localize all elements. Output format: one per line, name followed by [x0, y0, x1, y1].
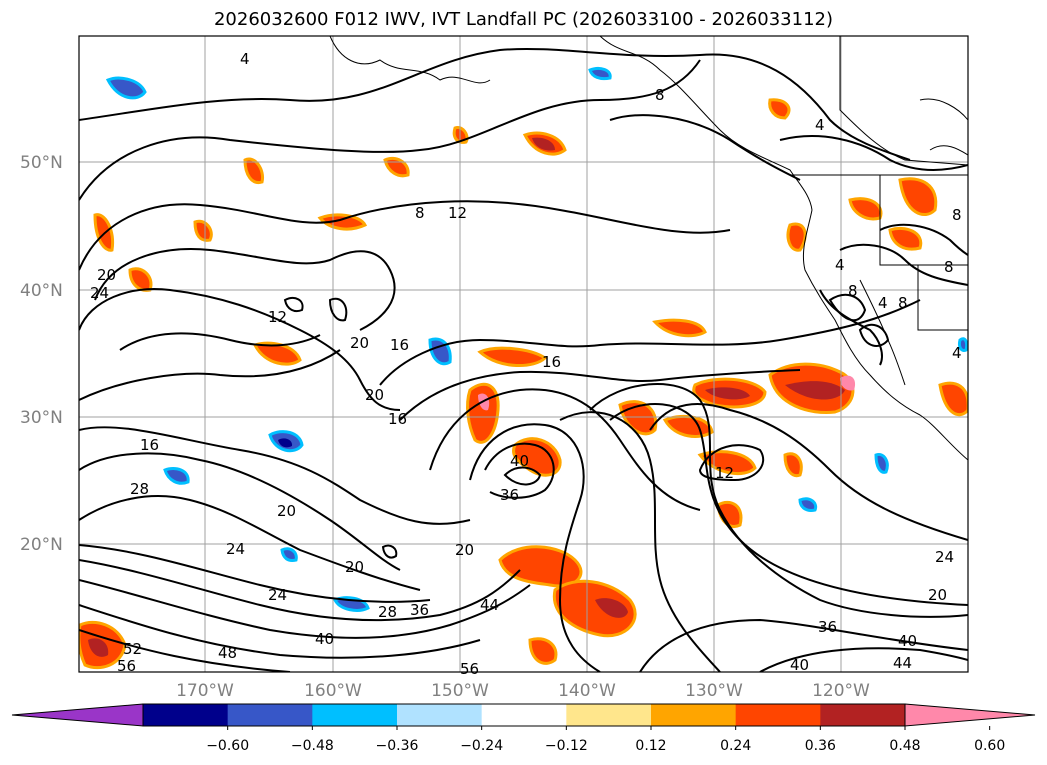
- colorbar-cell: [566, 704, 652, 726]
- lon-label-150w: 150°W: [431, 681, 489, 701]
- contour-label-4: 4: [240, 50, 250, 68]
- contour-label-16: 16: [542, 353, 561, 371]
- colorbar-tick-label: −0.48: [291, 738, 334, 754]
- contour-labels: 8 12 4 4 8 20 24 12 20 16 20 16 16 16 28…: [90, 50, 962, 678]
- contour-label-24: 24: [268, 586, 287, 604]
- contour-label-44: 44: [480, 596, 499, 614]
- contour-label-28: 28: [378, 603, 397, 621]
- contour-label-8: 8: [898, 294, 908, 312]
- contour-label-40: 40: [790, 656, 809, 674]
- contour-label-40: 40: [315, 630, 334, 648]
- contour-label-8: 8: [655, 86, 665, 104]
- graticule: [79, 36, 968, 672]
- colorbar-cell: [735, 704, 821, 726]
- colorbar-cell: [397, 704, 483, 726]
- contour-label-16: 16: [140, 436, 159, 454]
- contour-label-4: 4: [878, 294, 888, 312]
- contour-label-12: 12: [448, 204, 467, 222]
- colorbar-tick-label: −0.12: [545, 738, 588, 754]
- longitude-labels: 170°W 160°W 150°W 140°W 130°W 120°W: [176, 681, 870, 701]
- colorbar-extension-high: [904, 703, 1036, 727]
- colorbar-tick-label: −0.60: [206, 738, 249, 754]
- contour-label-36: 36: [410, 601, 429, 619]
- colorbar-tick-label: −0.24: [460, 738, 503, 754]
- iwv-contour-layer: [79, 47, 968, 672]
- contour-label-48: 48: [218, 644, 237, 662]
- contour-label-20: 20: [345, 558, 364, 576]
- contour-label-20: 20: [455, 541, 474, 559]
- contour-label-36: 36: [500, 486, 519, 504]
- colorbar-tick-label: 0.36: [805, 738, 836, 754]
- colorbar-cell: [651, 704, 737, 726]
- colorbar-cell: [143, 704, 229, 726]
- contour-label-40: 40: [510, 452, 529, 470]
- contour-label-24: 24: [935, 548, 954, 566]
- contour-label-16: 16: [390, 336, 409, 354]
- lon-label-160w: 160°W: [304, 681, 362, 701]
- lat-label-20n: 20°N: [20, 535, 63, 555]
- contour-label-8: 8: [415, 204, 425, 222]
- map-title: 2026032600 F012 IWV, IVT Landfall PC (20…: [213, 9, 834, 30]
- colorbar-tick-label: −0.36: [376, 738, 419, 754]
- contour-label-56: 56: [460, 660, 479, 678]
- map-frame: [78, 35, 969, 673]
- latitude-labels: 50°N 40°N 30°N 20°N: [20, 153, 63, 555]
- contour-label-12: 12: [715, 464, 734, 482]
- lat-label-50n: 50°N: [20, 153, 63, 173]
- contour-label-20: 20: [97, 266, 116, 284]
- contour-label-24: 24: [226, 540, 245, 558]
- colorbar-cell: [481, 704, 567, 726]
- contour-label-28: 28: [130, 480, 149, 498]
- contour-label-8: 8: [944, 258, 954, 276]
- contour-label-40: 40: [898, 632, 917, 650]
- contour-label-20: 20: [365, 386, 384, 404]
- contour-label-52: 52: [123, 640, 142, 658]
- contour-label-36: 36: [818, 618, 837, 636]
- colorbar-tick-label: 0.48: [889, 738, 920, 754]
- lon-label-120w: 120°W: [812, 681, 870, 701]
- contour-label-44: 44: [893, 654, 912, 672]
- lat-label-40n: 40°N: [20, 281, 63, 301]
- contour-label-20: 20: [350, 334, 369, 352]
- contour-label-4: 4: [952, 344, 962, 362]
- coastline-layer: [329, 36, 968, 461]
- contour-label-12: 12: [268, 308, 287, 326]
- contour-label-24: 24: [90, 284, 109, 302]
- lon-label-130w: 130°W: [685, 681, 743, 701]
- contour-label-4: 4: [835, 256, 845, 274]
- contour-label-4: 4: [815, 116, 825, 134]
- shaded-anomaly-layer: [79, 66, 968, 670]
- colorbar-tick-label: 0.12: [635, 738, 666, 754]
- colorbar-extension-low: [11, 703, 144, 727]
- contour-label-8: 8: [848, 282, 858, 300]
- contour-label-8: 8: [952, 206, 962, 224]
- lon-label-140w: 140°W: [558, 681, 616, 701]
- colorbar-tick-label: 0.24: [720, 738, 751, 754]
- contour-label-56: 56: [117, 657, 136, 675]
- colorbar-cell: [312, 704, 398, 726]
- contour-label-20: 20: [277, 502, 296, 520]
- colorbar: −0.60 −0.48 −0.36 −0.24 −0.12 0.12 0.24 0.36 0.4…: [11, 703, 1036, 754]
- lon-label-170w: 170°W: [176, 681, 234, 701]
- contour-label-16: 16: [388, 410, 407, 428]
- contour-label-20: 20: [928, 586, 947, 604]
- colorbar-cell: [820, 704, 906, 726]
- colorbar-tick-label: 0.60: [974, 738, 1005, 754]
- colorbar-cell: [227, 704, 313, 726]
- lat-label-30n: 30°N: [20, 408, 63, 428]
